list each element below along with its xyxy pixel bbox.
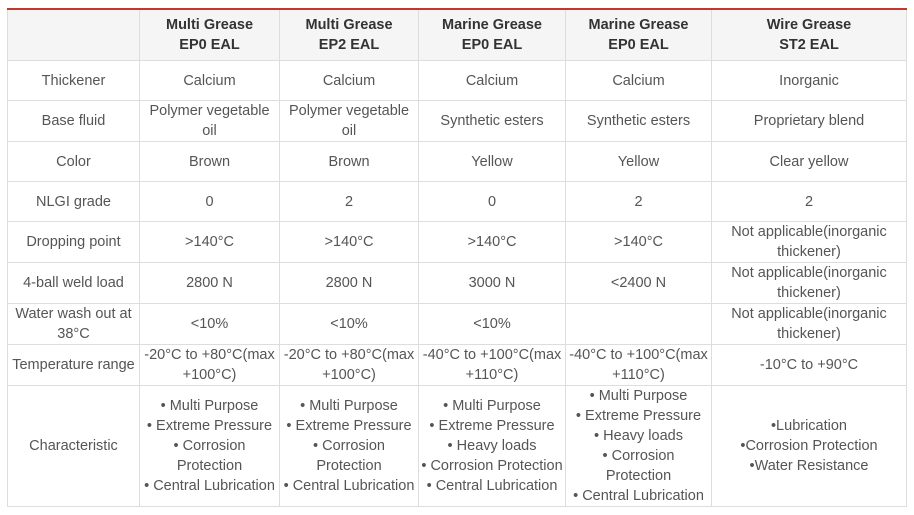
header-row: Multi Grease EP0 EAL Multi Grease EP2 EAL… bbox=[7, 8, 907, 61]
table-cell: Not applicable(inorganic thickener) bbox=[711, 262, 907, 304]
row-label: Temperature range bbox=[7, 344, 140, 386]
list-item: • Multi Purpose bbox=[589, 388, 688, 404]
list-item: • Heavy loads bbox=[447, 438, 537, 454]
header-cell: Wire Grease ST2 EAL bbox=[711, 8, 907, 61]
table-cell: •Lubrication •Corrosion Protection •Water … bbox=[711, 385, 907, 507]
table-cell: <10% bbox=[279, 303, 419, 345]
table-cell: -10°C to +90°C bbox=[711, 344, 907, 386]
table-cell: • Multi Purpose • Extreme Pressure • Heavy… bbox=[418, 385, 566, 507]
row-label: 4-ball weld load bbox=[7, 262, 140, 304]
list-item: • Corrosion Protection bbox=[602, 448, 675, 484]
table-cell: <2400 N bbox=[565, 262, 712, 304]
table-cell: • Multi Purpose • Extreme Pressure • Corro… bbox=[279, 385, 419, 507]
list-item: •Water Resistance bbox=[749, 458, 869, 474]
table-cell: Polymer vegetable oil bbox=[139, 100, 280, 142]
list-item: • Corrosion Protection bbox=[421, 458, 563, 474]
list-item: • Extreme Pressure bbox=[146, 418, 273, 434]
table-cell: • Multi Purpose • Extreme Pressure • Corro… bbox=[139, 385, 280, 507]
list-item: • Extreme Pressure bbox=[575, 408, 702, 424]
table-cell: >140°C bbox=[418, 221, 566, 263]
table-row: 4-ball weld load 2800 N 2800 N 3000 N <2400 … bbox=[7, 262, 907, 304]
table-body: Thickener Calcium Calcium Calcium Calcium Ino… bbox=[7, 60, 907, 507]
table-cell bbox=[565, 303, 712, 345]
table-cell: Synthetic esters bbox=[565, 100, 712, 142]
table-cell: -20°C to +80°C(max +100°C) bbox=[279, 344, 419, 386]
table-cell: Calcium bbox=[418, 60, 566, 101]
table-cell: 2 bbox=[565, 181, 712, 222]
list-item: • Central Lubrication bbox=[283, 478, 415, 494]
row-label: Water wash out at 38°C bbox=[7, 303, 140, 345]
table-cell: Brown bbox=[139, 141, 280, 182]
table-cell: Brown bbox=[279, 141, 419, 182]
table-row: Color Brown Brown Yellow Yellow Clear yellow bbox=[7, 141, 907, 182]
list-item: •Corrosion Protection bbox=[740, 438, 878, 454]
list-item: • Central Lubrication bbox=[573, 488, 704, 504]
table-cell: Calcium bbox=[565, 60, 712, 101]
table-cell: Yellow bbox=[565, 141, 712, 182]
header-cell: Marine Grease EP0 EAL bbox=[565, 8, 712, 61]
row-label: NLGI grade bbox=[7, 181, 140, 222]
list-item: • Multi Purpose bbox=[300, 398, 398, 414]
table-row: Water wash out at 38°C <10% <10% <10% Not ap… bbox=[7, 303, 907, 345]
header-cell: Multi Grease EP2 EAL bbox=[279, 8, 419, 61]
table-cell: 0 bbox=[418, 181, 566, 222]
table-row: Temperature range -20°C to +80°C(max +100… bbox=[7, 344, 907, 386]
list-item: • Extreme Pressure bbox=[429, 418, 555, 434]
list-item: • Multi Purpose bbox=[160, 398, 259, 414]
table-row: Dropping point >140°C >140°C >140°C >140°C No… bbox=[7, 221, 907, 263]
header-cell: Multi Grease EP0 EAL bbox=[139, 8, 280, 61]
list-item: •Lubrication bbox=[770, 418, 847, 434]
row-label: Characteristic bbox=[7, 385, 140, 507]
list-item: • Corrosion Protection bbox=[173, 438, 246, 474]
table-cell: 2 bbox=[711, 181, 907, 222]
table-cell: <10% bbox=[418, 303, 566, 345]
table-cell: 0 bbox=[139, 181, 280, 222]
table-cell: -40°C to +100°C(max +110°C) bbox=[565, 344, 712, 386]
table-cell: >140°C bbox=[139, 221, 280, 263]
list-item: • Multi Purpose bbox=[443, 398, 541, 414]
table-row: NLGI grade 0 2 0 2 2 bbox=[7, 181, 907, 222]
list-item: • Heavy loads bbox=[594, 428, 683, 444]
table-cell: Proprietary blend bbox=[711, 100, 907, 142]
table-cell: -20°C to +80°C(max +100°C) bbox=[139, 344, 280, 386]
row-label: Color bbox=[7, 141, 140, 182]
table-cell: Inorganic bbox=[711, 60, 907, 101]
table-cell: 2 bbox=[279, 181, 419, 222]
table-cell: >140°C bbox=[279, 221, 419, 263]
row-label: Dropping point bbox=[7, 221, 140, 263]
row-label: Base fluid bbox=[7, 100, 140, 142]
table-cell: Calcium bbox=[279, 60, 419, 101]
list-item: • Corrosion Protection bbox=[313, 438, 385, 474]
table-row: Base fluid Polymer vegetable oil Polymer v… bbox=[7, 100, 907, 142]
table-cell: Not applicable(inorganic thickener) bbox=[711, 303, 907, 345]
table-cell: • Multi Purpose • Extreme Pressure • Heavy… bbox=[565, 385, 712, 507]
table-cell: -40°C to +100°C(max +110°C) bbox=[418, 344, 566, 386]
row-label: Thickener bbox=[7, 60, 140, 101]
table-cell: 2800 N bbox=[139, 262, 280, 304]
table-cell: Clear yellow bbox=[711, 141, 907, 182]
table-cell: 2800 N bbox=[279, 262, 419, 304]
list-item: • Central Lubrication bbox=[426, 478, 558, 494]
table-cell: Synthetic esters bbox=[418, 100, 566, 142]
table-cell: Not applicable(inorganic thickener) bbox=[711, 221, 907, 263]
list-item: • Central Lubrication bbox=[144, 478, 275, 494]
table-cell: Yellow bbox=[418, 141, 566, 182]
table-row: Characteristic • Multi Purpose • Extreme P… bbox=[7, 385, 907, 507]
grease-table: Multi Grease EP0 EAL Multi Grease EP2 EAL… bbox=[7, 8, 907, 507]
header-cell: Marine Grease EP0 EAL bbox=[418, 8, 566, 61]
table-cell: >140°C bbox=[565, 221, 712, 263]
list-item: • Extreme Pressure bbox=[286, 418, 412, 434]
table-cell: Calcium bbox=[139, 60, 280, 101]
table-cell: Polymer vegetable oil bbox=[279, 100, 419, 142]
header-cell bbox=[7, 8, 140, 61]
table-cell: <10% bbox=[139, 303, 280, 345]
table-row: Thickener Calcium Calcium Calcium Calcium Ino… bbox=[7, 60, 907, 101]
table-cell: 3000 N bbox=[418, 262, 566, 304]
